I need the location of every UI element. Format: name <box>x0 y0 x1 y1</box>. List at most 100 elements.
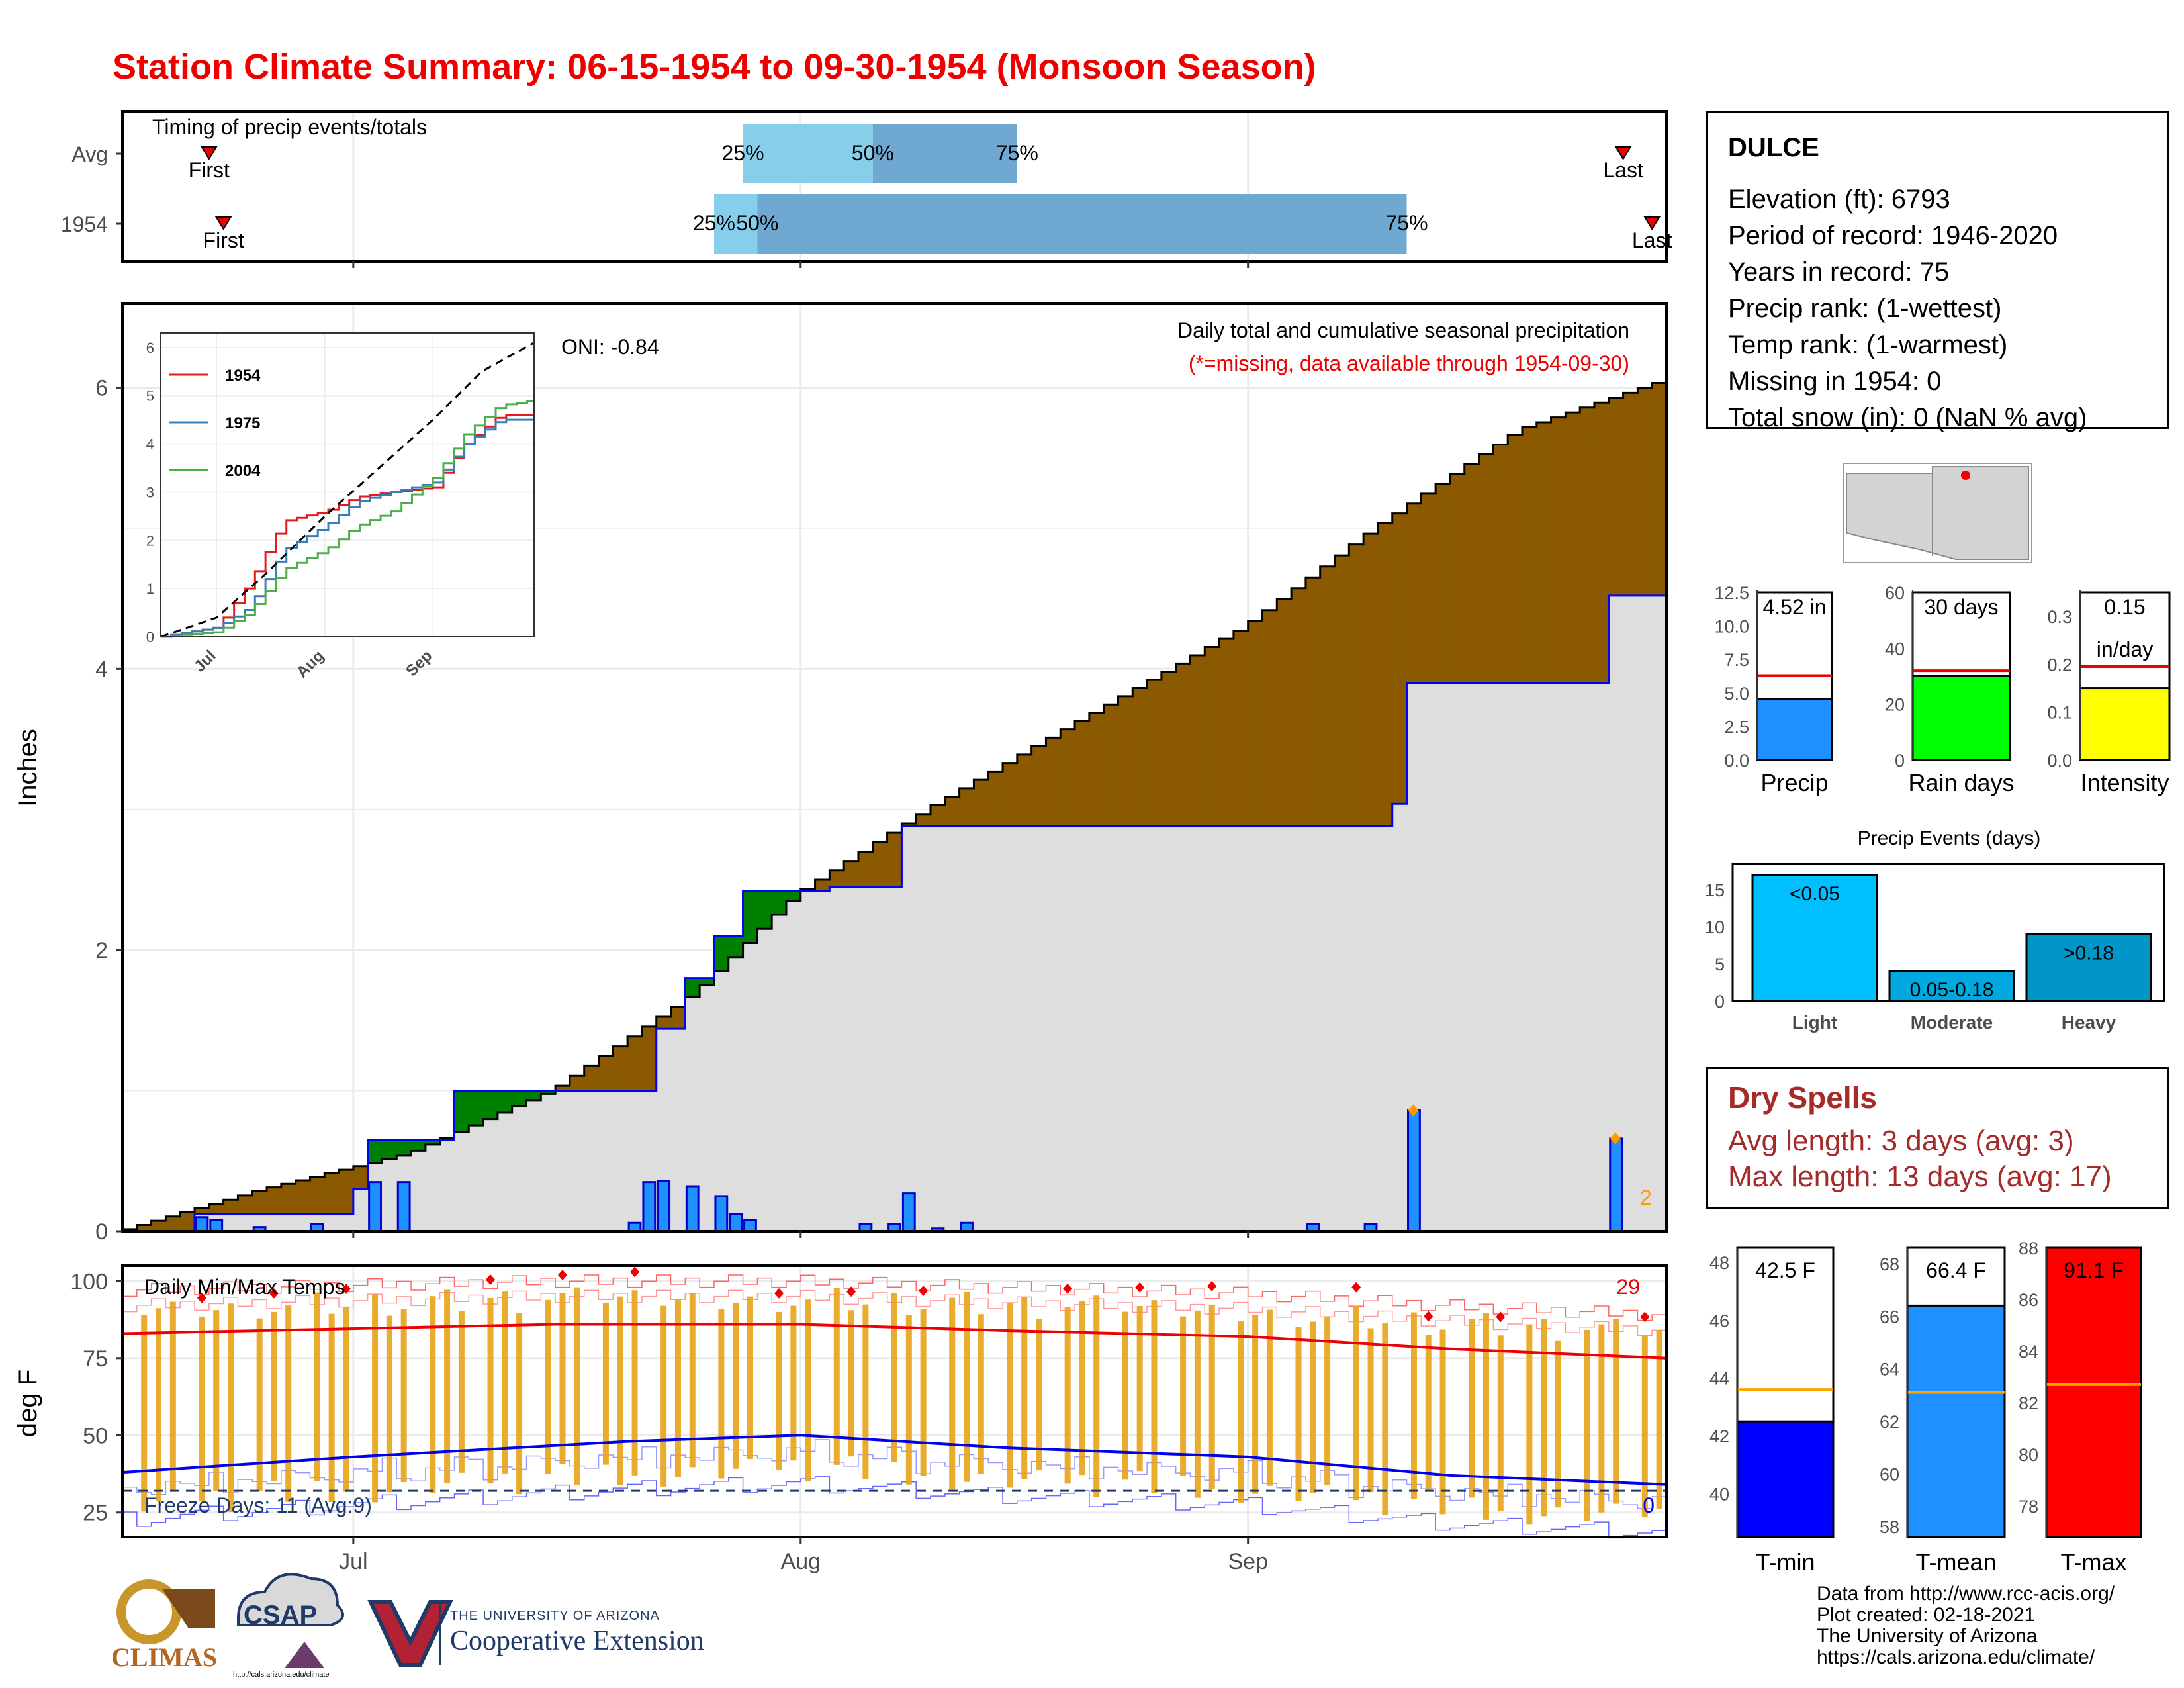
daily-precip-bar <box>209 1219 224 1233</box>
season-bar-value <box>1756 698 1833 761</box>
timing-bar-50-75 <box>872 124 1017 183</box>
daily-precip-bar <box>368 1181 382 1233</box>
climas-logo-sun <box>116 1579 181 1644</box>
dry-spells-max: Max length: 13 days (avg: 17) <box>1728 1160 2112 1193</box>
temp-bar-tick-label: 60 <box>1880 1465 1899 1485</box>
event-bar-label: >0.18 <box>2064 942 2114 964</box>
hot-days-count: 29 <box>1616 1275 1640 1299</box>
temp-bar-value <box>2045 1246 2142 1538</box>
event-tick-label: 15 <box>1705 880 1725 900</box>
record-marker <box>1640 1311 1650 1323</box>
station-info-line: Missing in 1954: 0 <box>1728 367 1942 396</box>
season-bar-tick-label: 0 <box>1895 751 1905 771</box>
inset-legend-label: 1975 <box>225 414 260 432</box>
dry-spells-avg: Avg length: 3 days (avg: 3) <box>1728 1125 2074 1157</box>
season-bar-tick-label: 0.1 <box>2047 703 2072 723</box>
temp-panel-title: Daily Min/Max Temps <box>144 1275 345 1299</box>
observed-cumulative-line <box>122 594 1666 1233</box>
timing-marker-label: First <box>189 158 230 182</box>
oni-label: ONI: -0.84 <box>561 335 659 359</box>
temp-bar-tick-label: 66 <box>1880 1307 1899 1327</box>
record-marker <box>1135 1282 1145 1293</box>
temp-y-axis-label: deg F <box>13 1370 42 1437</box>
daily-precip-bar <box>657 1180 671 1233</box>
event-tick-label: 5 <box>1715 955 1725 974</box>
event-bar-label: 0.05-0.18 <box>1910 979 1994 1001</box>
daily-precip-bar <box>642 1181 657 1233</box>
station-info-line: Precip rank: (1-wettest) <box>1728 294 2002 323</box>
timing-row-label: 1954 <box>61 212 108 236</box>
events-panel: <0.05 Light 0.05-0.18 Moderate >0.18 Heavy 0 5 1… <box>1705 827 2165 1033</box>
record-marker <box>1496 1311 1506 1323</box>
season-bars: 0.0 2.5 5.0 7.5 10.0 12.5 4.52 in Precip 0 20 40 60… <box>1714 583 2171 796</box>
temp-bar-tick-label: 40 <box>1709 1484 1729 1504</box>
x-tick-label: Sep <box>1228 1549 1268 1574</box>
temp-bar-tick-label: 84 <box>2019 1342 2038 1362</box>
inset-y-tick-label: 2 <box>146 532 154 549</box>
timing-marker-label: Last <box>1603 158 1643 182</box>
daily-precip-bar <box>685 1185 700 1233</box>
season-bar-label: Intensity <box>2080 769 2169 796</box>
daily-precip-bar <box>901 1192 916 1233</box>
temp-bar-tick-label: 44 <box>1709 1369 1729 1389</box>
timing-pct-label: 25% <box>722 141 764 165</box>
avg-cumulative-line <box>121 382 1666 1231</box>
season-bar-tick-label: 0.2 <box>2047 655 2072 675</box>
temp-bar-tick-label: 78 <box>2019 1497 2038 1517</box>
cold-days-count: 0 <box>1643 1493 1655 1517</box>
timing-marker <box>214 216 232 230</box>
temp-bar-tick-label: 48 <box>1709 1253 1729 1273</box>
event-category-label: Moderate <box>1911 1012 1993 1033</box>
freeze-days-label: Freeze Days: 11 (Avg:9) <box>144 1493 372 1517</box>
season-bar-label: Rain days <box>1908 769 2014 796</box>
chart-caption: Daily total and cumulative seasonal prec… <box>1177 318 1629 342</box>
record-marker <box>919 1285 929 1296</box>
record-marker <box>341 1283 351 1294</box>
inset-border <box>160 332 535 637</box>
season-bar-value <box>2079 687 2171 761</box>
avg-max-line <box>122 1323 1667 1360</box>
timing-pct-label: 25% <box>693 211 735 235</box>
record-high-line <box>122 1274 1666 1321</box>
station-name: DULCE <box>1728 133 1819 162</box>
season-bar-tick-label: 2.5 <box>1724 717 1749 737</box>
extreme-count: 2 <box>1640 1186 1652 1209</box>
temp-panel: 25 50 75 100 Jul Aug Sep deg F Daily Min/Max Tem… <box>13 1264 1668 1574</box>
season-bar-tick-label: 5.0 <box>1724 684 1749 704</box>
event-bar <box>2025 933 2152 1002</box>
timing-bar-25-50 <box>743 124 873 183</box>
record-marker <box>1351 1282 1361 1293</box>
y-tick-label: 6 <box>95 375 108 400</box>
logo-art <box>116 1573 453 1668</box>
timing-bar-50-75 <box>757 194 1407 254</box>
inset-y-tick-label: 5 <box>146 388 154 404</box>
timing-marker-label: First <box>203 228 244 252</box>
climas-logo-shape <box>162 1589 215 1628</box>
season-bar-value-label: 30 days <box>1924 595 1998 619</box>
inset-y-tick-label: 1 <box>146 581 154 597</box>
temp-y-tick-label: 50 <box>83 1423 108 1448</box>
season-bar-tick-label: 20 <box>1885 695 1905 715</box>
temp-bar-tick-label: 64 <box>1880 1360 1899 1380</box>
season-bar-label: Precip <box>1760 769 1828 796</box>
record-marker <box>1424 1311 1433 1322</box>
station-info-box: DULCE Elevation (ft): 6793 Period of rec… <box>1706 111 2169 432</box>
missing-note: (*=missing, data available through 1954-… <box>1189 352 1629 375</box>
record-marker <box>197 1292 206 1303</box>
inset-series-line <box>161 418 534 638</box>
credit-line: https://cals.arizona.edu/climate/ <box>1817 1646 2095 1668</box>
inset-y-tick-label: 6 <box>146 340 154 356</box>
temp-y-tick-label: 75 <box>83 1346 108 1372</box>
season-bar-tick-label: 0.3 <box>2047 607 2072 627</box>
temp-bar-label: T-min <box>1756 1548 1815 1575</box>
timing-title: Timing of precip events/totals <box>152 115 427 139</box>
station-info-line: Years in record: 75 <box>1728 258 1950 287</box>
extreme-marker <box>1408 1104 1419 1117</box>
event-tick-label: 0 <box>1715 992 1725 1011</box>
record-marker <box>558 1269 568 1280</box>
temp-bar-value-label: 42.5 F <box>1755 1258 1815 1282</box>
station-info-line: Period of record: 1946-2020 <box>1728 221 2058 250</box>
inset-y-tick-label: 0 <box>146 629 154 645</box>
temp-bar-tick-label: 86 <box>2019 1290 2038 1310</box>
